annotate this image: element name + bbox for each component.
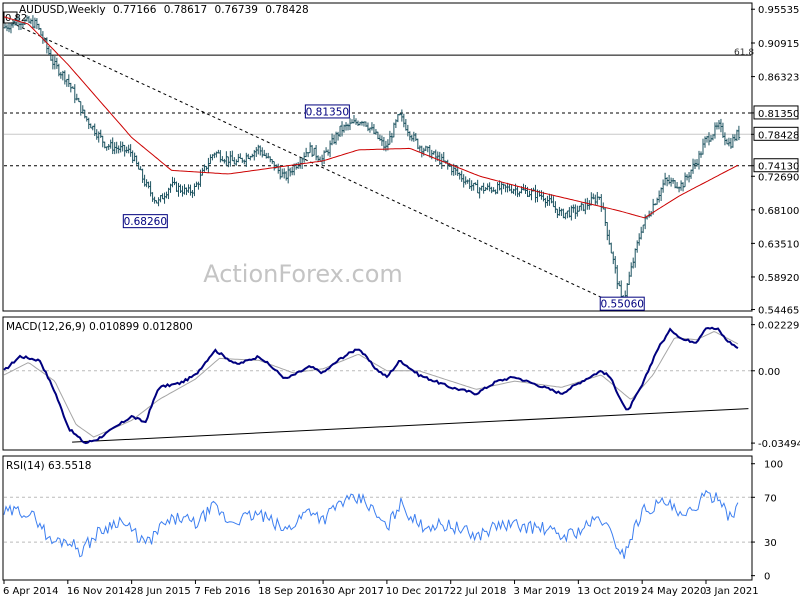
price-tick-label: 0.63510 [758, 239, 799, 250]
macd-panel-title: MACD(12,26,9) 0.010899 0.012800 [6, 321, 193, 333]
price-tick-label: 0.90915 [758, 39, 799, 50]
annotation-label-1: 0.68260 [124, 216, 167, 228]
moving-average [3, 16, 739, 219]
date-tick-label: 30 Apr 2017 [322, 586, 384, 597]
macd-tick-label: 0.022295 [758, 321, 800, 332]
rsi-panel-frame [2, 455, 753, 581]
price-tick-label: 0.58920 [758, 273, 799, 284]
macd-line [3, 326, 739, 445]
top-left-marker-box [3, 11, 18, 24]
symbol-label: AUDUSD [19, 4, 64, 16]
ohlc-high: 0.78617 [164, 4, 207, 16]
date-tick-label: 16 Nov 2014 [67, 586, 131, 597]
price-tick-label: 0.78428 [758, 130, 799, 141]
ohlc-open: 0.77166 [113, 4, 157, 16]
rsi-axis: 100 70 30 0 [751, 460, 783, 583]
ohlc-close: 0.78428 [265, 4, 308, 16]
price-tick-label: 0.74130 [758, 162, 799, 173]
macd-signal-line [3, 331, 739, 438]
date-tick-label: 7 Feb 2016 [194, 586, 250, 597]
fib-level-label: 61.8 [734, 48, 754, 58]
rsi-panel-title: RSI(14) 63.5518 [6, 460, 91, 472]
price-tick-label: 0.95535 [758, 5, 799, 16]
price-annotations: 0.68260 0.81350 0.55060 [122, 104, 645, 311]
price-tick-label: 0.54465 [758, 306, 799, 317]
price-tag-box [753, 126, 799, 141]
rsi-tick-label: 70 [764, 493, 777, 504]
date-tick-label: 28 Jun 2015 [131, 586, 191, 597]
annotation-label-2: 0.81350 [306, 106, 349, 118]
date-tick-label: 10 Dec 2017 [386, 586, 450, 597]
price-tick-label: 0.68100 [758, 206, 799, 217]
date-tick-label: 22 Jul 2018 [450, 586, 507, 597]
date-tick-label: 18 Sep 2016 [258, 586, 321, 597]
price-panel-title: AUDUSD,Weekly 0.77166 0.78617 0.76739 0.… [19, 4, 309, 16]
price-tick-label: 0.86323 [758, 73, 799, 84]
macd-panel-frame [2, 316, 753, 451]
rsi-tick-label: 100 [764, 460, 783, 471]
date-tick-label: 3 Jan 2021 [705, 586, 759, 597]
date-tick-label: 13 Oct 2019 [577, 586, 639, 597]
trendline-segment [10, 22, 619, 306]
date-tick-label: 3 Mar 2019 [514, 586, 571, 597]
date-axis: 6 Apr 2014 16 Nov 2014 28 Jun 2015 7 Feb 20… [3, 580, 759, 597]
macd-tick-label: -0.034948 [758, 439, 800, 450]
annotation-label-3: 0.55060 [601, 299, 644, 311]
date-tick-label: 24 May 2020 [641, 586, 706, 597]
price-tag-box [753, 158, 799, 173]
price-tag-box [753, 105, 799, 120]
annotation-box-2 [304, 104, 350, 119]
symbol-separator: , [64, 4, 67, 16]
ma-line [3, 16, 739, 219]
macd-support-line [72, 408, 749, 443]
price-tick-label: 0.72690 [758, 172, 799, 183]
rsi-tick-label: 30 [764, 538, 777, 549]
macd-axis: 0.022295 0.00 -0.034948 [751, 321, 800, 450]
price-panel-frame [2, 2, 753, 312]
annotation-box-1 [122, 214, 168, 229]
date-tick-label: 6 Apr 2014 [3, 586, 58, 597]
price-tick-label: 0.81350 [758, 109, 799, 120]
rsi-plot [3, 489, 751, 559]
rsi-line [3, 489, 739, 559]
ohlc-low: 0.76739 [215, 4, 258, 16]
annotation-box-3 [599, 296, 645, 311]
watermark-text: ActionForex.com [203, 260, 403, 288]
top-left-marker-text: 0.82 [5, 13, 27, 24]
rsi-tick-label: 0 [764, 572, 770, 583]
macd-tick-label: 0.00 [758, 367, 780, 378]
macd-plot [3, 326, 751, 445]
price-axis: 0.95535 0.90915 0.86323 0.81350 0.78428 0.741… [751, 5, 799, 317]
trendline [10, 22, 619, 306]
interval-label: Weekly [68, 4, 106, 16]
